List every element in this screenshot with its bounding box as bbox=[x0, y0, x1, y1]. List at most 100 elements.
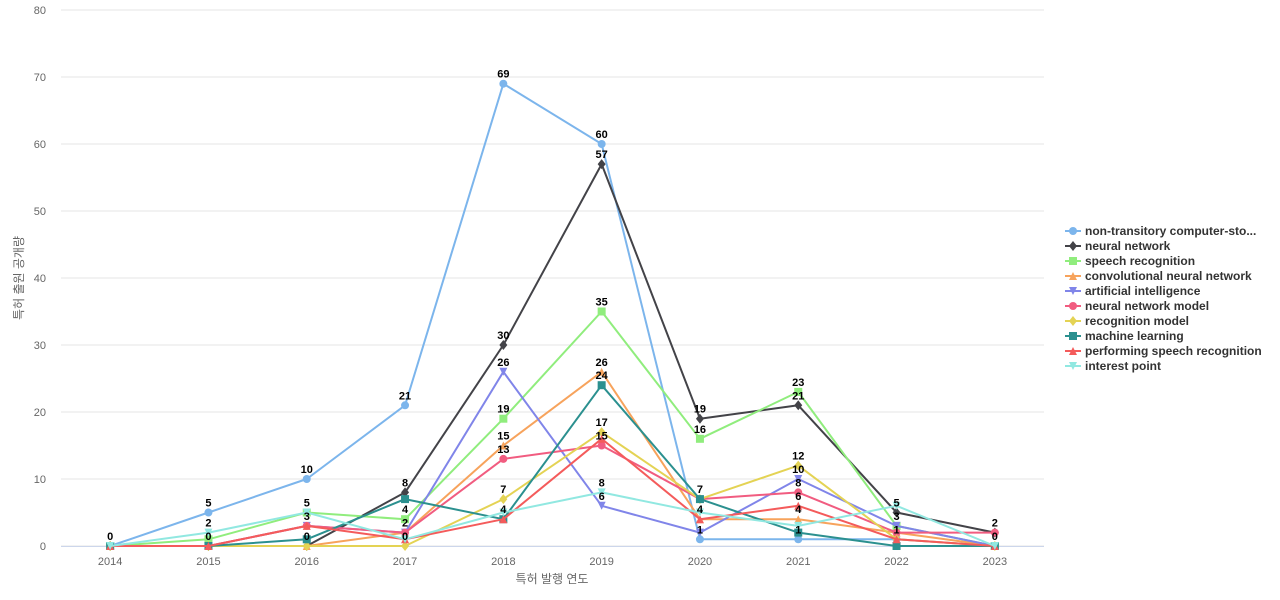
data-label: 7 bbox=[500, 484, 506, 496]
data-point[interactable] bbox=[695, 434, 704, 443]
data-point[interactable] bbox=[794, 400, 803, 411]
data-point[interactable] bbox=[401, 487, 410, 498]
data-point[interactable] bbox=[401, 515, 410, 524]
data-point[interactable] bbox=[401, 541, 410, 551]
data-point[interactable] bbox=[892, 542, 901, 550]
data-point[interactable] bbox=[499, 414, 508, 423]
data-point[interactable] bbox=[106, 542, 115, 550]
legend-symbol bbox=[1069, 287, 1077, 295]
data-point[interactable] bbox=[204, 528, 213, 537]
data-point[interactable] bbox=[401, 528, 410, 537]
y-tick-label: 30 bbox=[34, 340, 46, 352]
data-label: 6 bbox=[795, 491, 801, 503]
legend-label: recognition model bbox=[1085, 314, 1189, 328]
series-5 bbox=[106, 367, 999, 550]
data-point[interactable] bbox=[499, 515, 508, 524]
data-point[interactable] bbox=[204, 535, 213, 544]
data-point[interactable] bbox=[302, 541, 311, 551]
data-point[interactable] bbox=[794, 488, 803, 497]
legend-item[interactable]: artificial intelligence bbox=[1065, 284, 1201, 298]
y-tick-label: 50 bbox=[34, 206, 46, 218]
y-tick-label: 10 bbox=[34, 474, 46, 486]
data-point[interactable] bbox=[597, 427, 606, 438]
data-point[interactable] bbox=[597, 307, 606, 316]
data-point[interactable] bbox=[499, 79, 508, 88]
data-label: 7 bbox=[697, 484, 703, 496]
data-point[interactable] bbox=[597, 441, 606, 450]
series-4 bbox=[106, 367, 999, 550]
series-line bbox=[110, 431, 995, 547]
data-point[interactable] bbox=[695, 508, 704, 517]
series-7 bbox=[106, 427, 999, 551]
legend-item[interactable]: machine learning bbox=[1065, 329, 1184, 343]
data-point[interactable] bbox=[794, 460, 803, 471]
data-point[interactable] bbox=[302, 521, 311, 530]
data-point[interactable] bbox=[695, 413, 704, 424]
x-tick-label: 2014 bbox=[98, 556, 122, 568]
data-point[interactable] bbox=[990, 542, 999, 550]
x-tick-label: 2019 bbox=[589, 556, 613, 568]
legend-item[interactable]: neural network bbox=[1065, 239, 1171, 253]
data-label: 5 bbox=[304, 498, 310, 510]
x-tick-label: 2022 bbox=[884, 556, 908, 568]
data-point[interactable] bbox=[401, 495, 410, 504]
legend-item[interactable]: recognition model bbox=[1065, 314, 1189, 328]
data-point[interactable] bbox=[302, 535, 311, 544]
data-label: 15 bbox=[596, 431, 608, 443]
series-2 bbox=[106, 159, 999, 551]
data-label: 19 bbox=[694, 404, 706, 416]
data-point[interactable] bbox=[597, 140, 606, 148]
data-point[interactable] bbox=[499, 508, 508, 517]
data-point[interactable] bbox=[401, 401, 410, 410]
x-tick-label: 2023 bbox=[983, 556, 1007, 568]
data-point[interactable] bbox=[302, 508, 311, 517]
data-point[interactable] bbox=[892, 528, 901, 537]
legend-item[interactable]: performing speech recognition bbox=[1065, 344, 1262, 358]
data-point[interactable] bbox=[401, 535, 410, 544]
legend-label: convolutional neural network bbox=[1085, 269, 1252, 283]
data-point[interactable] bbox=[597, 488, 606, 497]
data-point[interactable] bbox=[597, 501, 606, 510]
data-point[interactable] bbox=[499, 441, 508, 450]
legend-label: speech recognition bbox=[1085, 254, 1195, 268]
data-point[interactable] bbox=[892, 535, 901, 544]
data-point[interactable] bbox=[204, 542, 213, 550]
data-label: 15 bbox=[497, 431, 509, 443]
legend-item[interactable]: neural network model bbox=[1065, 299, 1209, 313]
data-point[interactable] bbox=[794, 528, 803, 537]
data-point[interactable] bbox=[499, 454, 508, 463]
legend-item[interactable]: interest point bbox=[1065, 359, 1161, 373]
legend-item[interactable]: speech recognition bbox=[1065, 254, 1195, 268]
data-point[interactable] bbox=[794, 521, 803, 530]
data-point[interactable] bbox=[794, 475, 803, 483]
data-point[interactable] bbox=[695, 495, 704, 504]
data-point[interactable] bbox=[990, 528, 999, 537]
data-point[interactable] bbox=[499, 367, 508, 376]
data-label: 8 bbox=[402, 477, 408, 489]
legend-label: neural network bbox=[1085, 239, 1171, 253]
data-point[interactable] bbox=[499, 494, 508, 505]
data-point[interactable] bbox=[597, 367, 606, 376]
data-point[interactable] bbox=[892, 507, 901, 518]
data-point[interactable] bbox=[597, 159, 606, 170]
data-point[interactable] bbox=[892, 501, 901, 510]
data-point[interactable] bbox=[794, 501, 803, 510]
data-point[interactable] bbox=[597, 381, 606, 390]
data-point[interactable] bbox=[302, 475, 311, 483]
data-point[interactable] bbox=[794, 515, 803, 524]
data-point[interactable] bbox=[794, 535, 803, 544]
data-label: 26 bbox=[497, 357, 509, 369]
data-label: 4 bbox=[500, 504, 507, 516]
data-point[interactable] bbox=[695, 528, 704, 537]
data-point[interactable] bbox=[892, 521, 901, 530]
data-label: 6 bbox=[599, 491, 605, 503]
data-point[interactable] bbox=[499, 340, 508, 350]
data-point[interactable] bbox=[794, 387, 803, 396]
data-point[interactable] bbox=[695, 535, 704, 544]
data-label: 1 bbox=[697, 524, 703, 536]
legend-item[interactable]: non-transitory computer-sto... bbox=[1065, 224, 1256, 238]
data-point[interactable] bbox=[695, 515, 704, 524]
legend-item[interactable]: convolutional neural network bbox=[1065, 269, 1252, 283]
data-point[interactable] bbox=[204, 508, 213, 517]
data-point[interactable] bbox=[597, 434, 606, 443]
